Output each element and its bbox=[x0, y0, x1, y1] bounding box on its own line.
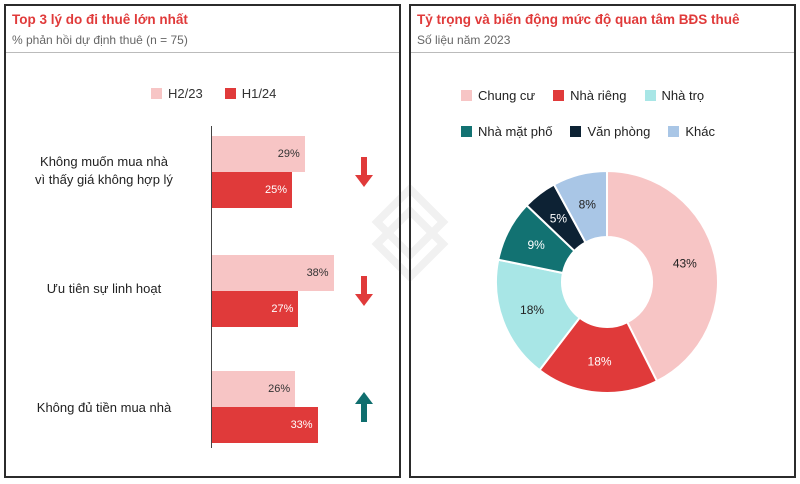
bar-value-label: 27% bbox=[271, 303, 294, 315]
category-label-line: vì thấy giá không hợp lý bbox=[35, 172, 173, 187]
donut-slice-label: 5% bbox=[550, 211, 568, 225]
category-label-line: Ưu tiên sự linh hoạt bbox=[46, 281, 162, 296]
donut-slice-label: 9% bbox=[527, 238, 545, 252]
right-chart-title: Tỷ trọng và biến động mức độ quan tâm BĐ… bbox=[417, 12, 740, 27]
bar-h1-24: 33% bbox=[212, 407, 318, 443]
donut-legend-label: Chung cư bbox=[478, 88, 536, 103]
donut-legend-item: Chung cư bbox=[461, 88, 535, 103]
category-axis-line bbox=[211, 126, 212, 448]
donut-legend-swatch bbox=[461, 90, 472, 101]
bar-h2-23: 26% bbox=[212, 371, 296, 407]
left-chart-panel: Top 3 lý do đi thuê lớn nhất % phản hồi … bbox=[4, 4, 401, 478]
donut-legend-label: Nhà riêng bbox=[570, 88, 627, 103]
donut-slice bbox=[552, 169, 608, 244]
donut-legend-label: Văn phòng bbox=[587, 124, 651, 139]
donut-legend-label: Nhà mặt phố bbox=[478, 124, 553, 139]
donut-legend-swatch bbox=[668, 126, 680, 137]
bar-value-label: 26% bbox=[268, 383, 291, 395]
bar-legend: H2/23 H1/24 bbox=[151, 86, 276, 101]
right-title-divider bbox=[411, 52, 794, 53]
left-chart-title: Top 3 lý do đi thuê lớn nhất bbox=[12, 12, 188, 27]
arrow-down-icon bbox=[355, 276, 373, 306]
donut-legend-item: Nhà riêng bbox=[553, 88, 627, 103]
legend-swatch-h1-24 bbox=[224, 88, 236, 99]
category-label-line: Không muốn mua nhà bbox=[40, 154, 168, 169]
donut-chart: 43% 18% 18% 9% 5% 8% bbox=[495, 169, 719, 394]
donut-slice bbox=[606, 169, 719, 383]
donut-legend-swatch bbox=[570, 126, 582, 137]
bar-value-label: 33% bbox=[290, 419, 313, 431]
donut-legend-swatch bbox=[461, 126, 472, 137]
donut-slice-label: 43% bbox=[673, 257, 697, 271]
donut-slice bbox=[538, 316, 659, 394]
category-label: Ưu tiên sự linh hoạt bbox=[9, 280, 199, 298]
category-label-line: Không đủ tiền mua nhà bbox=[36, 400, 172, 415]
donut-slice-label: 18% bbox=[520, 303, 544, 317]
category-label: Không đủ tiền mua nhà bbox=[9, 399, 199, 417]
donut-legend-swatch bbox=[644, 90, 656, 101]
left-chart-subtitle: % phản hồi dự định thuê (n = 75) bbox=[12, 33, 188, 47]
bar-value-label: 29% bbox=[277, 148, 300, 160]
left-title-divider bbox=[6, 52, 399, 53]
legend-label-h1-24: H1/24 bbox=[241, 86, 277, 101]
donut-slice bbox=[495, 258, 582, 372]
donut-legend-label: Khác bbox=[685, 124, 715, 139]
right-chart-panel: Tỷ trọng và biến động mức độ quan tâm BĐ… bbox=[409, 4, 796, 478]
donut-slice-label: 18% bbox=[588, 355, 612, 369]
legend-item-h1-24: H1/24 bbox=[224, 86, 277, 101]
donut-legend-item: Văn phòng bbox=[570, 124, 650, 139]
donut-legend-label: Nhà trọ bbox=[661, 88, 705, 103]
donut-legend-item: Nhà mặt phố bbox=[461, 124, 552, 139]
arrow-down-icon bbox=[355, 157, 373, 187]
category-label: Không muốn mua nhà vì thấy giá không hợp… bbox=[9, 153, 199, 189]
donut-legend-row: Chung cư Nhà riêng Nhà trọ bbox=[461, 88, 704, 103]
bar-h1-24: 27% bbox=[212, 291, 299, 327]
right-chart-subtitle: Số liệu năm 2023 bbox=[417, 33, 511, 47]
bar-h2-23: 29% bbox=[212, 136, 305, 172]
arrow-up-icon bbox=[355, 392, 373, 422]
legend-item-h2-23: H2/23 bbox=[151, 86, 203, 101]
donut-legend-item: Khác bbox=[668, 124, 715, 139]
donut-legend-row: Nhà mặt phố Văn phòng Khác bbox=[461, 124, 715, 139]
legend-label-h2-23: H2/23 bbox=[168, 86, 203, 101]
bar-h2-23: 38% bbox=[212, 255, 334, 291]
donut-slice-label: 8% bbox=[579, 197, 597, 211]
legend-swatch-h2-23 bbox=[151, 88, 162, 99]
watermark-logo-icon bbox=[371, 183, 449, 283]
bar-value-label: 38% bbox=[306, 267, 329, 279]
bar-value-label: 25% bbox=[264, 184, 287, 196]
bar-h1-24: 25% bbox=[212, 172, 292, 208]
donut-legend-item: Nhà trọ bbox=[644, 88, 705, 103]
donut-legend-swatch bbox=[553, 90, 565, 101]
